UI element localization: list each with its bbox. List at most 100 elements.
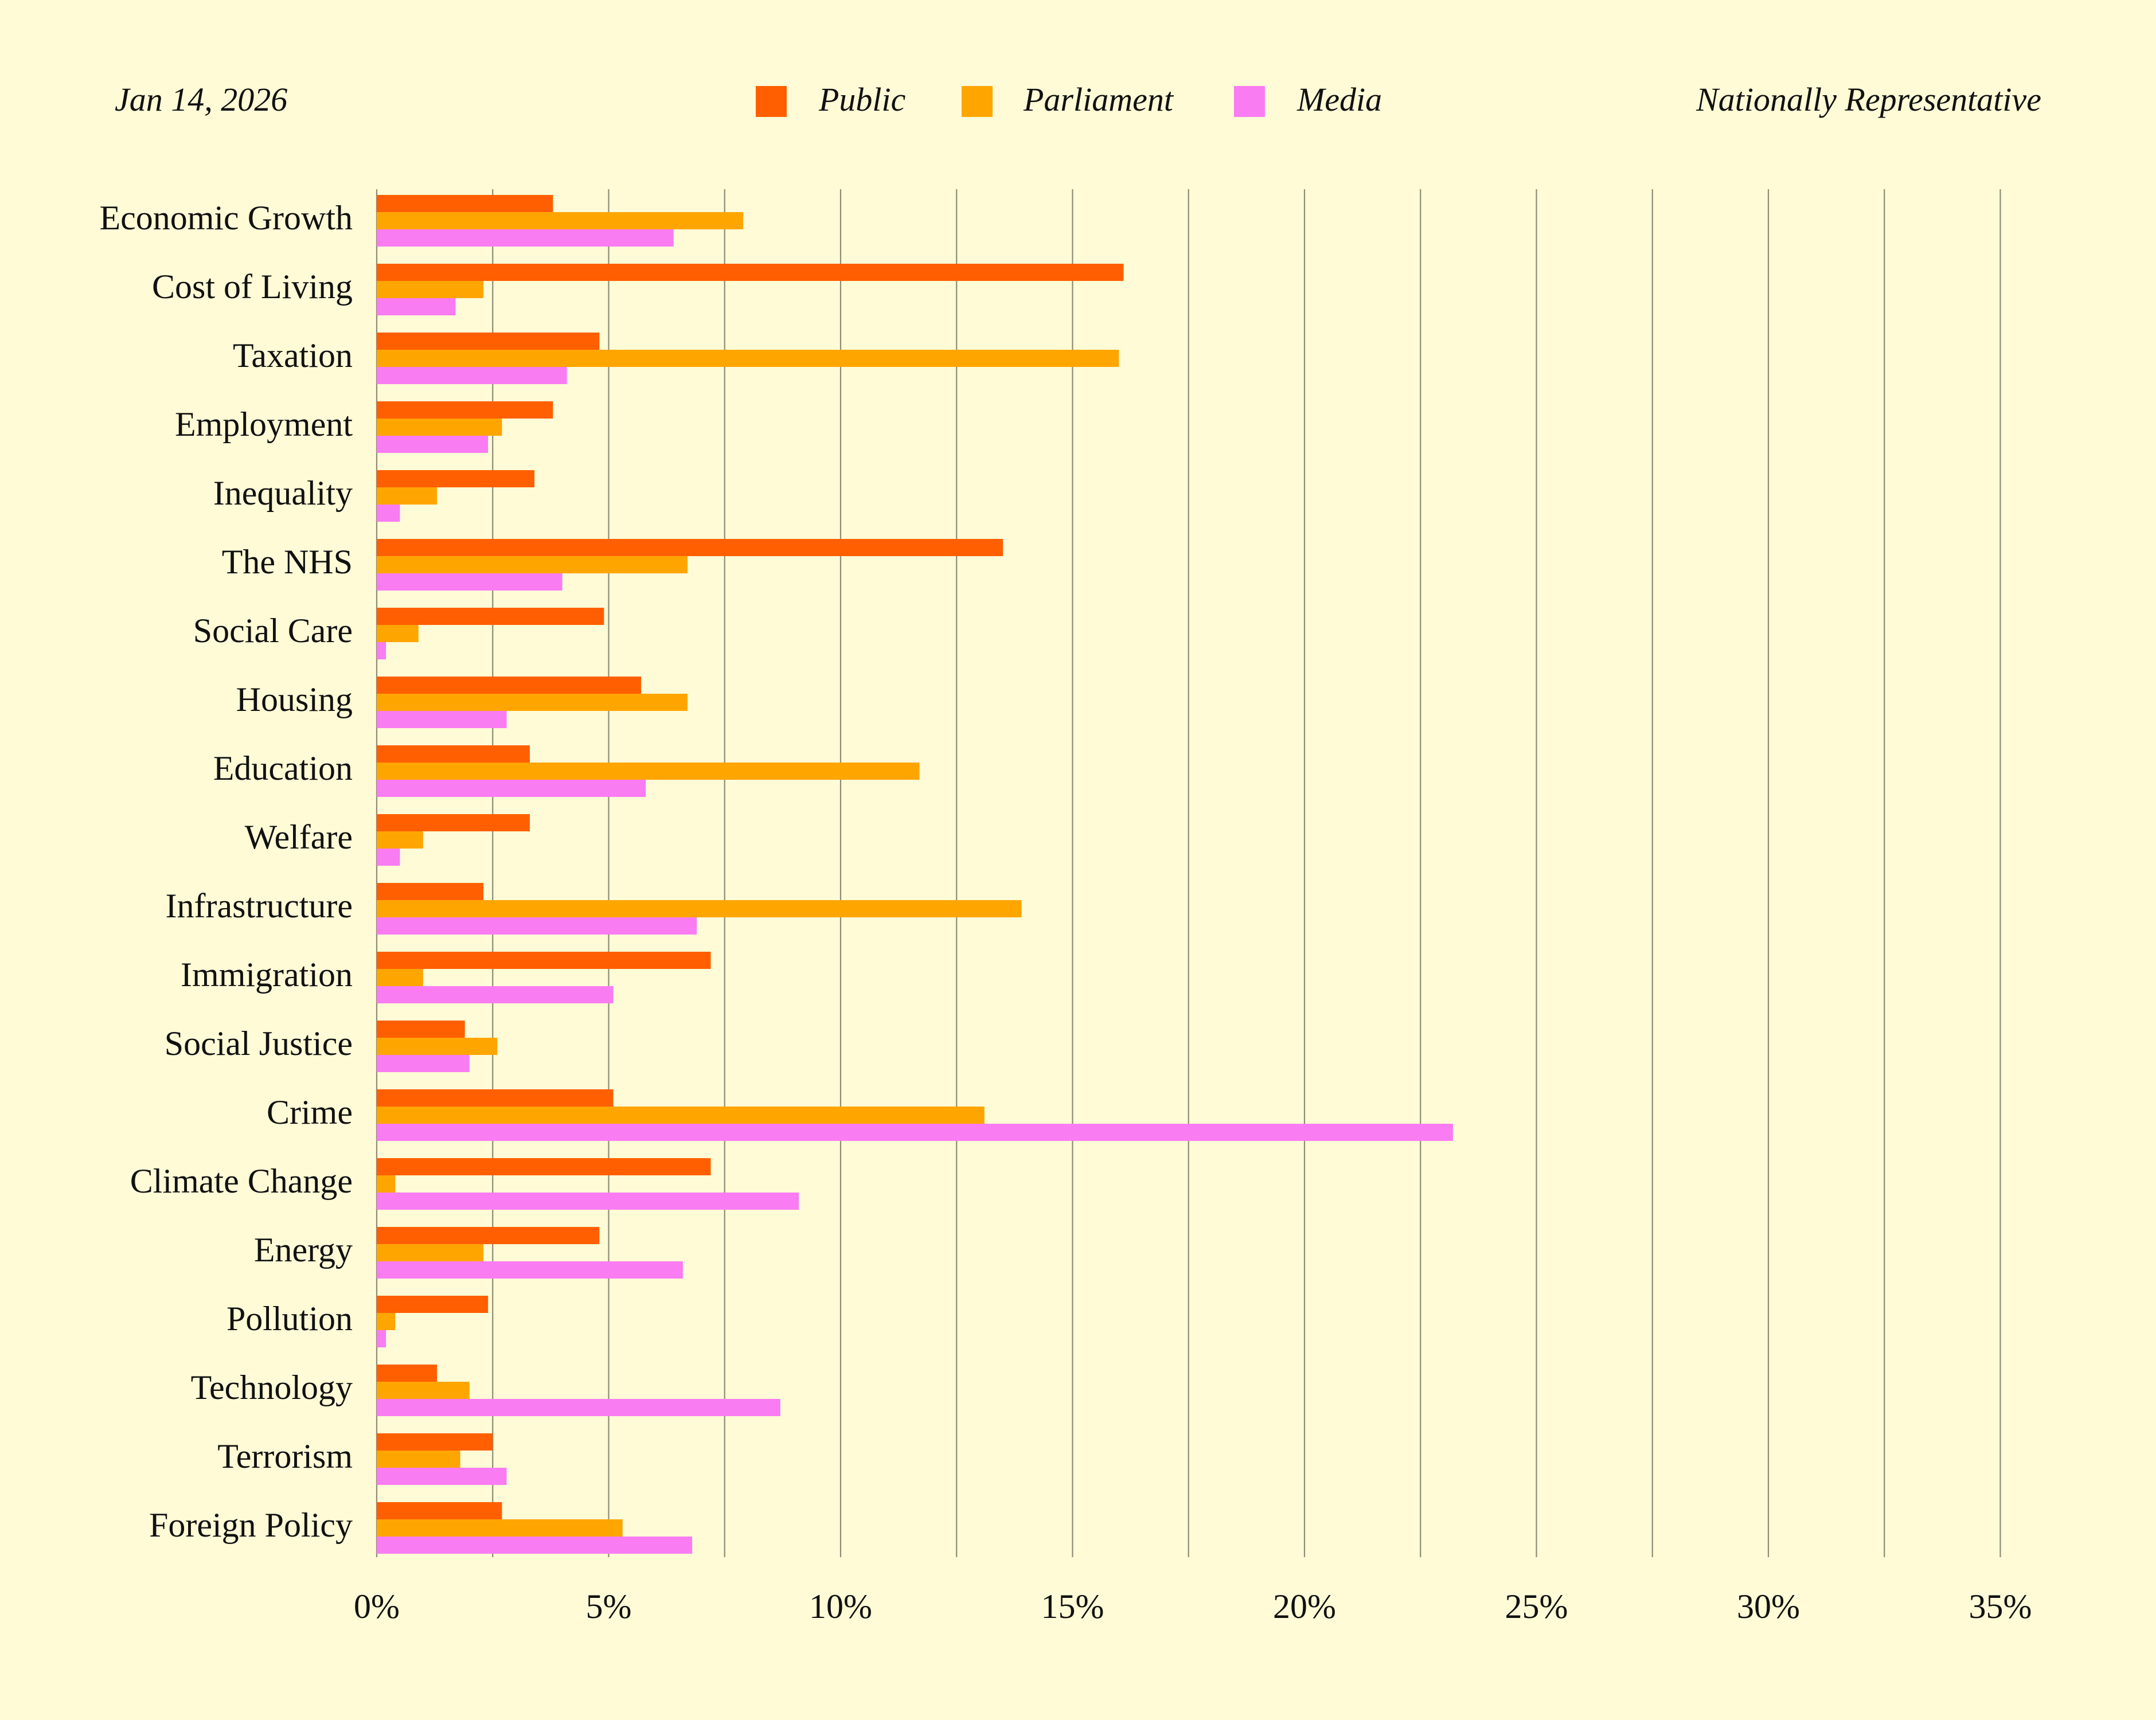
bar-parliament: [377, 1382, 470, 1399]
bar-parliament: [377, 1313, 396, 1330]
bar-parliament: [377, 556, 688, 573]
category-label: Inequality: [213, 474, 353, 512]
bar-public: [377, 1227, 600, 1244]
bar-public: [377, 264, 1124, 281]
bar-media: [377, 1261, 683, 1279]
category-label: Education: [213, 749, 353, 787]
bar-public: [377, 883, 484, 900]
bar-public: [377, 814, 530, 831]
bar-media: [377, 1537, 693, 1554]
category-label: Terrorism: [217, 1437, 353, 1475]
category-label: Energy: [254, 1231, 353, 1269]
bar-parliament: [377, 625, 419, 642]
bar-parliament: [377, 1451, 460, 1468]
legend: Public Parliament Media: [756, 81, 1382, 118]
bar-media: [377, 780, 646, 797]
x-tick-label: 25%: [1505, 1588, 1568, 1625]
bar-parliament: [377, 281, 484, 298]
bar-media: [377, 642, 386, 659]
bar-media: [377, 1330, 386, 1347]
category-label: Technology: [191, 1369, 353, 1406]
header-date: Jan 14, 2026: [115, 81, 287, 118]
bar-public: [377, 1158, 711, 1175]
x-tick-label: 10%: [809, 1588, 872, 1625]
bar-media: [377, 298, 456, 315]
legend-label-public: Public: [818, 81, 906, 118]
category-label: Crime: [267, 1093, 353, 1131]
category-label: Employment: [175, 405, 353, 443]
bar-parliament: [377, 1175, 396, 1193]
bar-parliament: [377, 1107, 985, 1124]
legend-label-parliament: Parliament: [1023, 81, 1174, 118]
x-tick-label: 20%: [1273, 1588, 1336, 1625]
bar-public: [377, 1433, 493, 1451]
bar-public: [377, 608, 604, 625]
legend-swatch-parliament: [962, 86, 993, 117]
x-tick-label: 0%: [354, 1588, 400, 1625]
bar-media: [377, 711, 507, 728]
bar-media: [377, 849, 400, 866]
header-note: Nationally Representative: [1696, 81, 2041, 118]
bar-public: [377, 333, 600, 350]
category-label: Immigration: [181, 956, 353, 994]
bar-media: [377, 1124, 1453, 1141]
bar-public: [377, 470, 535, 487]
bar-public: [377, 677, 642, 694]
x-tick-label: 5%: [586, 1588, 632, 1625]
bar-parliament: [377, 419, 502, 436]
category-label: Social Care: [193, 612, 353, 650]
bar-media: [377, 1055, 470, 1072]
bar-public: [377, 952, 711, 969]
bar-parliament: [377, 763, 920, 780]
bar-parliament: [377, 694, 688, 711]
bars: [377, 195, 1453, 1554]
bar-public: [377, 1021, 465, 1038]
category-label: Housing: [236, 681, 353, 718]
bar-public: [377, 1365, 438, 1382]
bar-public: [377, 401, 553, 419]
bar-media: [377, 573, 563, 591]
bar-media: [377, 917, 697, 935]
category-label: Taxation: [233, 337, 353, 374]
category-label: Cost of Living: [152, 268, 353, 306]
bar-media: [377, 436, 489, 453]
bar-parliament: [377, 212, 744, 229]
legend-swatch-media: [1234, 86, 1265, 117]
legend-label-media: Media: [1296, 81, 1382, 118]
bar-parliament: [377, 350, 1119, 367]
bar-media: [377, 1468, 507, 1485]
category-label: Social Justice: [165, 1025, 353, 1062]
bar-media: [377, 1193, 799, 1210]
bar-parliament: [377, 969, 423, 986]
bar-media: [377, 986, 614, 1003]
category-label: Economic Growth: [99, 199, 353, 237]
bar-parliament: [377, 831, 423, 849]
bar-media: [377, 229, 674, 247]
bar-public: [377, 1296, 489, 1313]
category-label: Pollution: [226, 1300, 353, 1338]
bar-public: [377, 745, 530, 763]
bar-media: [377, 367, 567, 384]
bar-public: [377, 1502, 502, 1519]
bar-public: [377, 539, 1003, 556]
bar-parliament: [377, 487, 438, 505]
bar-parliament: [377, 1038, 498, 1055]
bar-parliament: [377, 900, 1022, 917]
bar-media: [377, 1399, 780, 1416]
bar-media: [377, 505, 400, 522]
x-tick-label: 15%: [1041, 1588, 1104, 1625]
bar-parliament: [377, 1244, 484, 1261]
x-tick-label: 35%: [1969, 1588, 2032, 1625]
category-label: Welfare: [245, 818, 353, 856]
category-label: Climate Change: [130, 1162, 353, 1200]
category-label: The NHS: [222, 543, 353, 581]
bar-public: [377, 1089, 614, 1107]
category-labels: Economic Growth Cost of Living Taxation Emp…: [99, 199, 353, 1544]
bar-parliament: [377, 1519, 623, 1537]
legend-swatch-public: [756, 86, 787, 117]
category-label: Infrastructure: [166, 887, 353, 925]
x-tick-label: 30%: [1737, 1588, 1800, 1625]
x-axis-tick-labels: 0% 5% 10% 15% 20% 25% 30% 35%: [354, 1588, 2032, 1625]
